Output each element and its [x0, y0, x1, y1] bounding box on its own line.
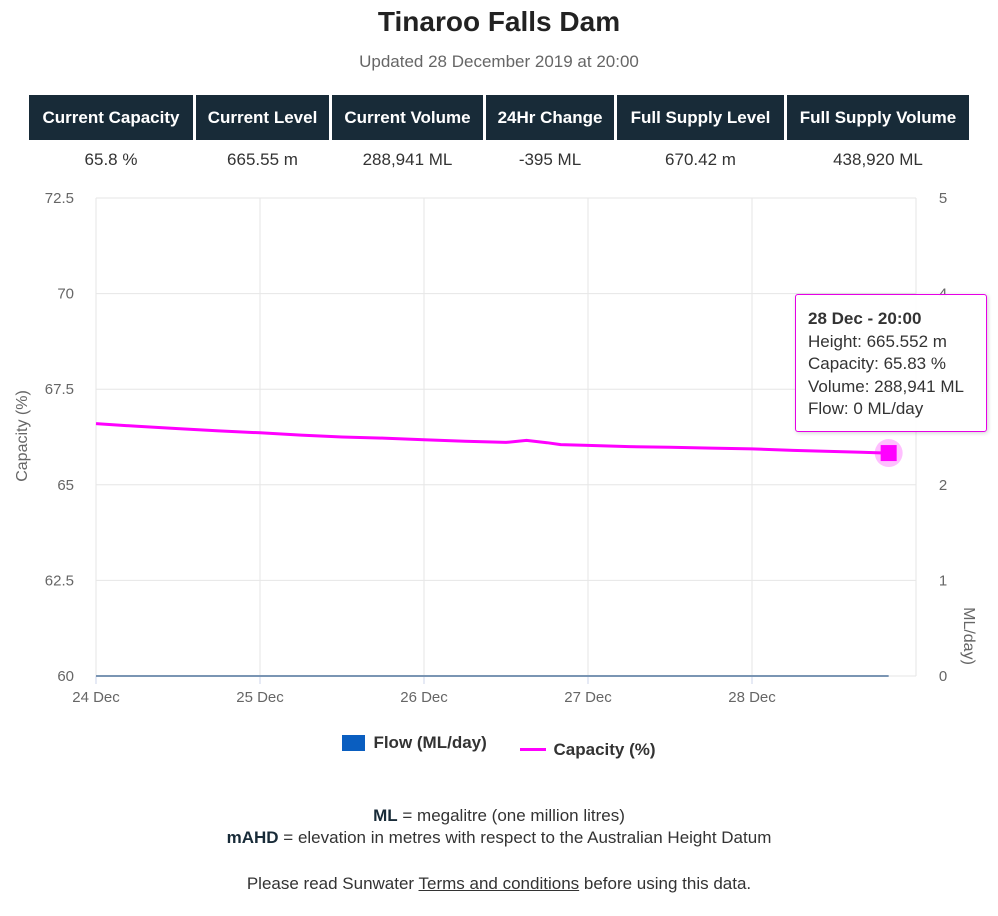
hover-marker[interactable] — [874, 439, 903, 468]
terms-before: Please read Sunwater — [246, 874, 419, 893]
mahd-text: = elevation in metres with respect to th… — [278, 828, 772, 847]
y-right-tick-label: 2 — [939, 477, 947, 494]
capacity-swatch — [519, 748, 546, 751]
terms-notice: Please read Sunwater Terms and condition… — [0, 874, 998, 894]
capacity-chart: 24 Dec 25 Dec 26 Dec 27 Dec 28 Dec 72.5 70 67.… — [14, 190, 977, 706]
stats-header: 24Hr Change — [486, 95, 614, 140]
y-right-tick-label: 1 — [939, 572, 947, 589]
y-axis-right-title: ML/day) — [960, 607, 977, 665]
stats-value: 665.55 m — [227, 150, 298, 169]
note-mahd: mAHD = elevation in metres with respect … — [0, 827, 998, 849]
y-left-tick-label: 62.5 — [45, 572, 74, 589]
units-notes: ML = megalitre (one million litres) mAHD… — [0, 805, 998, 849]
stats-value: 438,920 ML — [833, 150, 923, 169]
legend-item-capacity[interactable]: Capacity (%) — [519, 739, 656, 760]
stats-value-row: 65.8 % 665.55 m 288,941 ML -395 ML 670.4… — [29, 140, 969, 180]
y-axis-left-title: Capacity (%) — [14, 390, 31, 482]
legend-flow-label: Flow (ML/day) — [373, 733, 487, 752]
chart-grid — [95, 197, 917, 677]
legend-item-flow[interactable]: Flow (ML/day) — [342, 733, 487, 753]
x-tick-label: 24 Dec — [72, 689, 120, 706]
stats-header: Current Capacity — [29, 95, 193, 140]
stats-value: 65.8 % — [84, 150, 138, 169]
stats-header: Current Volume — [332, 95, 483, 140]
data-tooltip: 28 Dec - 20:00 Height: 665.552 m Capacit… — [795, 294, 987, 432]
updated-timestamp: Updated 28 December 2019 at 20:00 — [359, 52, 639, 71]
x-tick-label: 25 Dec — [236, 689, 284, 706]
legend-capacity-label: Capacity (%) — [553, 739, 656, 759]
stats-value: -395 ML — [518, 150, 582, 169]
x-tick-label: 27 Dec — [564, 689, 612, 706]
capacity-line — [95, 422, 889, 455]
stats-header: Full Supply Level — [617, 95, 784, 140]
tooltip-capacity: Capacity: 65.83 % — [808, 354, 946, 373]
stats-header-row: Current Capacity Current Level Current V… — [29, 95, 969, 140]
y-axis-right: 543210 — [939, 190, 947, 685]
stats-value: 288,941 ML — [362, 150, 453, 169]
x-axis: 24 Dec 25 Dec 26 Dec 27 Dec 28 Dec — [72, 676, 776, 706]
note-ml: ML = megalitre (one million litres) — [0, 805, 998, 827]
stats-header: Current Level — [196, 95, 329, 140]
y-axis-left: 72.5 70 67.5 65 62.5 60 — [45, 190, 74, 685]
stats-header: Full Supply Volume — [787, 95, 969, 140]
stats-table: Current Capacity Current Level Current V… — [26, 95, 972, 180]
y-left-tick-label: 65 — [57, 477, 74, 494]
marker-point[interactable] — [880, 445, 897, 462]
flow-swatch — [342, 735, 366, 751]
y-left-tick-label: 70 — [57, 286, 74, 303]
mahd-abbr: mAHD — [226, 828, 279, 847]
capacity-series — [95, 422, 889, 455]
terms-link[interactable]: Terms and conditions — [418, 874, 580, 893]
stats-value: 670.42 m — [665, 150, 736, 169]
tooltip-volume: Volume: 288,941 ML — [808, 376, 964, 396]
y-right-tick-label: 0 — [939, 668, 947, 685]
chart-legend: Flow (ML/day) Capacity (%) — [0, 733, 998, 760]
y-left-tick-label: 67.5 — [45, 381, 74, 398]
tooltip-flow: Flow: 0 ML/day — [808, 399, 924, 418]
ml-text: = megalitre (one million litres) — [397, 806, 625, 825]
tooltip-title: 28 Dec - 20:00 — [808, 309, 922, 328]
x-tick-label: 26 Dec — [400, 689, 448, 706]
terms-after: before using this data. — [579, 874, 752, 893]
y-left-tick-label: 60 — [57, 668, 74, 685]
x-tick-label: 28 Dec — [728, 689, 776, 706]
page-title: Tinaroo Falls Dam — [377, 6, 621, 37]
y-left-tick-label: 72.5 — [45, 190, 74, 207]
tooltip-height: Height: 665.552 m — [808, 331, 947, 351]
ml-abbr: ML — [373, 806, 398, 825]
y-right-tick-label: 5 — [939, 190, 947, 207]
